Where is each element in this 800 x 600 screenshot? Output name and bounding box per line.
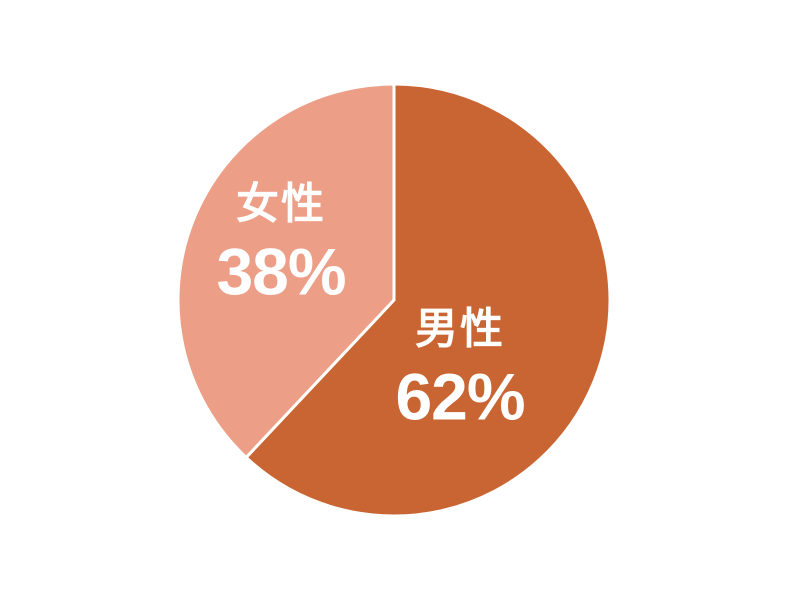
pie-slice-0 bbox=[244, 82, 612, 518]
pie-slice-1 bbox=[176, 82, 396, 459]
